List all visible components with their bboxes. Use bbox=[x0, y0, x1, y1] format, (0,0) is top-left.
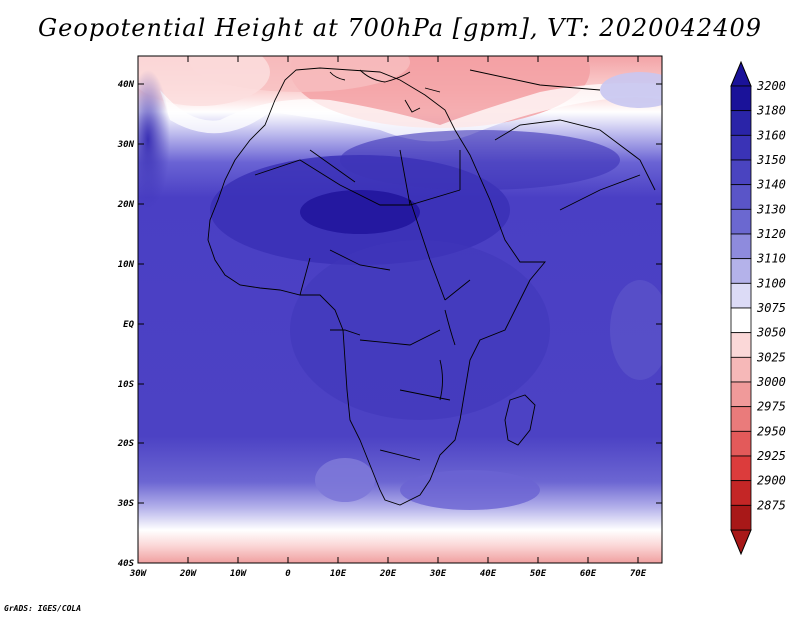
colorbar-label: 3130 bbox=[756, 202, 786, 216]
colorbar-swatch bbox=[730, 307, 752, 334]
colorbar-label: 3050 bbox=[756, 326, 786, 340]
colorbar-swatch bbox=[730, 258, 752, 284]
colorbar-label: 3160 bbox=[756, 128, 786, 142]
colorbar-label: 2975 bbox=[757, 400, 786, 414]
colorbar-swatch bbox=[730, 455, 752, 482]
lat-label: 20N bbox=[117, 200, 135, 210]
colorbar-swatch bbox=[730, 184, 752, 210]
colorbar-swatch bbox=[730, 85, 752, 112]
lon-label: 40E bbox=[480, 569, 497, 579]
colorbar-swatch bbox=[730, 110, 752, 136]
coastline-outlines bbox=[207, 67, 656, 506]
colorbar-swatch bbox=[730, 134, 752, 161]
colorbar-label: 3150 bbox=[756, 153, 786, 167]
grads-credit: GrADS: IGES/COLA bbox=[4, 604, 82, 613]
colorbar-label: 3000 bbox=[756, 375, 786, 389]
lon-label: 20W bbox=[179, 569, 198, 579]
lon-label: 0 bbox=[285, 569, 291, 579]
colorbar-label: 2875 bbox=[757, 498, 786, 512]
colorbar-swatch bbox=[730, 504, 752, 531]
height-field bbox=[138, 56, 662, 563]
colorbar-label: 3025 bbox=[756, 350, 786, 364]
colorbar-label: 3100 bbox=[756, 276, 786, 290]
lat-label: 30S bbox=[117, 499, 135, 509]
lon-label: 10W bbox=[230, 569, 248, 579]
lon-label: 60E bbox=[580, 569, 597, 579]
colorbar-swatch bbox=[730, 233, 752, 260]
colorbar: 3200 3180 3160 3150 3140 3130 3120 3110 3100 3075… bbox=[730, 60, 786, 556]
colorbar-label: 3110 bbox=[756, 252, 786, 266]
colorbar-label: 3200 bbox=[756, 79, 786, 93]
colorbar-swatch bbox=[730, 208, 752, 235]
lat-label: 10S bbox=[118, 380, 135, 390]
lat-label: EQ bbox=[123, 320, 134, 330]
colorbar-swatch bbox=[730, 332, 752, 358]
longitude-axis: 30W 20W 10W 0 10E 20E 30E 40E 50E 60E 70… bbox=[129, 56, 647, 579]
lon-label: 50E bbox=[530, 569, 547, 579]
latitude-axis: 40N 30N 20N 10N EQ 10S 20S 30S 40S bbox=[117, 80, 662, 569]
colorbar-label: 3180 bbox=[756, 104, 786, 118]
lon-label: 70E bbox=[630, 569, 647, 579]
colorbar-swatch bbox=[730, 282, 752, 309]
lon-label: 20E bbox=[379, 569, 397, 579]
lat-label: 10N bbox=[118, 260, 135, 270]
lat-label: 20S bbox=[117, 439, 135, 449]
colorbar-label: 2900 bbox=[757, 474, 786, 488]
colorbar-bottom-arrow bbox=[730, 529, 752, 556]
lon-label: 10E bbox=[330, 569, 347, 579]
colorbar-label: 2925 bbox=[757, 449, 786, 463]
colorbar-swatch bbox=[730, 480, 752, 506]
colorbar-swatch bbox=[730, 159, 752, 186]
lat-label: 40S bbox=[118, 559, 135, 569]
lon-label: 30E bbox=[429, 569, 447, 579]
colorbar-label: 3075 bbox=[756, 301, 786, 315]
colorbar-swatch bbox=[730, 406, 752, 432]
colorbar-top-arrow bbox=[730, 60, 752, 87]
colorbar-label: 3140 bbox=[756, 178, 786, 192]
map-frame bbox=[137, 55, 663, 564]
lat-label: 40N bbox=[118, 80, 135, 90]
colorbar-swatch bbox=[730, 381, 752, 408]
lon-label: 30W bbox=[129, 569, 148, 579]
colorbar-label: 3120 bbox=[756, 227, 786, 241]
colorbar-swatch bbox=[730, 356, 752, 383]
colorbar-label: 2950 bbox=[757, 424, 786, 438]
lat-label: 30N bbox=[117, 140, 135, 150]
map-title: Geopotential Height at 700hPa [gpm], VT:… bbox=[38, 14, 762, 42]
colorbar-swatch bbox=[730, 430, 752, 457]
